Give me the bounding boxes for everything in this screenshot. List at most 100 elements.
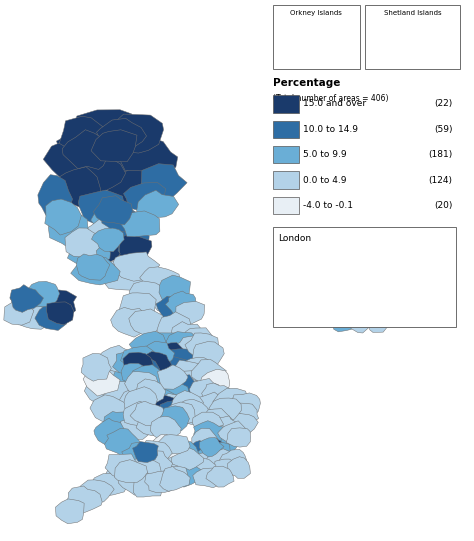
- Polygon shape: [121, 416, 151, 439]
- Polygon shape: [211, 442, 230, 458]
- Polygon shape: [332, 259, 353, 276]
- Polygon shape: [160, 356, 190, 380]
- Polygon shape: [166, 332, 201, 358]
- Polygon shape: [326, 39, 340, 54]
- Polygon shape: [91, 130, 137, 162]
- Polygon shape: [294, 25, 302, 35]
- Polygon shape: [185, 380, 218, 403]
- Polygon shape: [139, 352, 172, 373]
- Polygon shape: [81, 353, 111, 381]
- Polygon shape: [157, 434, 190, 454]
- Polygon shape: [124, 387, 157, 414]
- Polygon shape: [145, 471, 177, 492]
- Polygon shape: [146, 333, 187, 358]
- Polygon shape: [165, 291, 197, 315]
- Polygon shape: [368, 273, 390, 288]
- Polygon shape: [206, 443, 227, 459]
- Polygon shape: [404, 260, 423, 275]
- Polygon shape: [369, 260, 390, 276]
- Polygon shape: [104, 412, 137, 438]
- Polygon shape: [23, 293, 68, 323]
- Polygon shape: [48, 212, 89, 249]
- Polygon shape: [205, 425, 233, 449]
- Polygon shape: [314, 245, 336, 262]
- Polygon shape: [80, 216, 137, 249]
- Bar: [273, 146, 299, 163]
- Polygon shape: [169, 373, 197, 394]
- Bar: [365, 5, 460, 69]
- Polygon shape: [200, 439, 222, 458]
- Polygon shape: [106, 461, 140, 487]
- Bar: [273, 227, 456, 327]
- Polygon shape: [182, 328, 214, 352]
- Polygon shape: [144, 387, 178, 414]
- Polygon shape: [291, 26, 322, 54]
- Polygon shape: [193, 468, 223, 487]
- Polygon shape: [51, 167, 100, 209]
- Polygon shape: [56, 126, 133, 179]
- Polygon shape: [178, 399, 209, 425]
- Polygon shape: [385, 245, 407, 262]
- Polygon shape: [191, 360, 227, 386]
- Polygon shape: [206, 466, 234, 487]
- Polygon shape: [157, 312, 191, 339]
- Polygon shape: [215, 403, 246, 426]
- Text: Orkney Islands: Orkney Islands: [291, 10, 342, 16]
- Polygon shape: [18, 304, 53, 329]
- Polygon shape: [290, 44, 304, 58]
- Polygon shape: [129, 281, 164, 306]
- Polygon shape: [108, 114, 164, 153]
- Polygon shape: [4, 299, 34, 325]
- Polygon shape: [130, 401, 167, 426]
- Polygon shape: [160, 466, 190, 491]
- Polygon shape: [66, 486, 102, 513]
- Polygon shape: [385, 301, 405, 318]
- Polygon shape: [160, 381, 189, 401]
- Text: Shetland Islands: Shetland Islands: [383, 10, 441, 16]
- Polygon shape: [211, 431, 240, 452]
- Polygon shape: [80, 237, 120, 262]
- Polygon shape: [310, 49, 321, 61]
- Polygon shape: [331, 24, 341, 36]
- Polygon shape: [83, 366, 120, 396]
- Polygon shape: [124, 182, 165, 211]
- Polygon shape: [368, 288, 389, 304]
- Polygon shape: [90, 395, 128, 424]
- Polygon shape: [190, 379, 220, 405]
- Polygon shape: [110, 227, 149, 256]
- Polygon shape: [96, 262, 146, 290]
- Polygon shape: [115, 460, 147, 483]
- Polygon shape: [159, 393, 189, 417]
- Polygon shape: [312, 28, 333, 44]
- Polygon shape: [399, 21, 422, 61]
- Polygon shape: [226, 428, 251, 447]
- Polygon shape: [192, 341, 224, 366]
- Polygon shape: [131, 393, 166, 418]
- Polygon shape: [190, 440, 210, 457]
- Polygon shape: [141, 164, 187, 200]
- Text: 5.0 to 9.9: 5.0 to 9.9: [303, 150, 347, 159]
- Polygon shape: [170, 360, 206, 385]
- Polygon shape: [37, 290, 77, 316]
- Polygon shape: [230, 403, 259, 427]
- Polygon shape: [62, 130, 116, 169]
- Polygon shape: [167, 439, 199, 463]
- Polygon shape: [120, 346, 160, 372]
- Polygon shape: [195, 447, 217, 463]
- Polygon shape: [349, 287, 370, 304]
- Text: (22): (22): [434, 100, 453, 108]
- Polygon shape: [156, 296, 185, 320]
- Polygon shape: [164, 349, 195, 371]
- Polygon shape: [294, 259, 317, 276]
- Polygon shape: [201, 408, 233, 432]
- Polygon shape: [93, 196, 133, 225]
- Polygon shape: [97, 118, 146, 150]
- Text: 10.0 to 14.9: 10.0 to 14.9: [303, 125, 358, 134]
- Polygon shape: [412, 47, 423, 65]
- Polygon shape: [351, 259, 372, 275]
- Polygon shape: [113, 364, 146, 391]
- Polygon shape: [67, 238, 110, 267]
- Polygon shape: [119, 233, 152, 261]
- Text: 0.0 to 4.9: 0.0 to 4.9: [303, 176, 347, 184]
- Bar: [273, 171, 299, 189]
